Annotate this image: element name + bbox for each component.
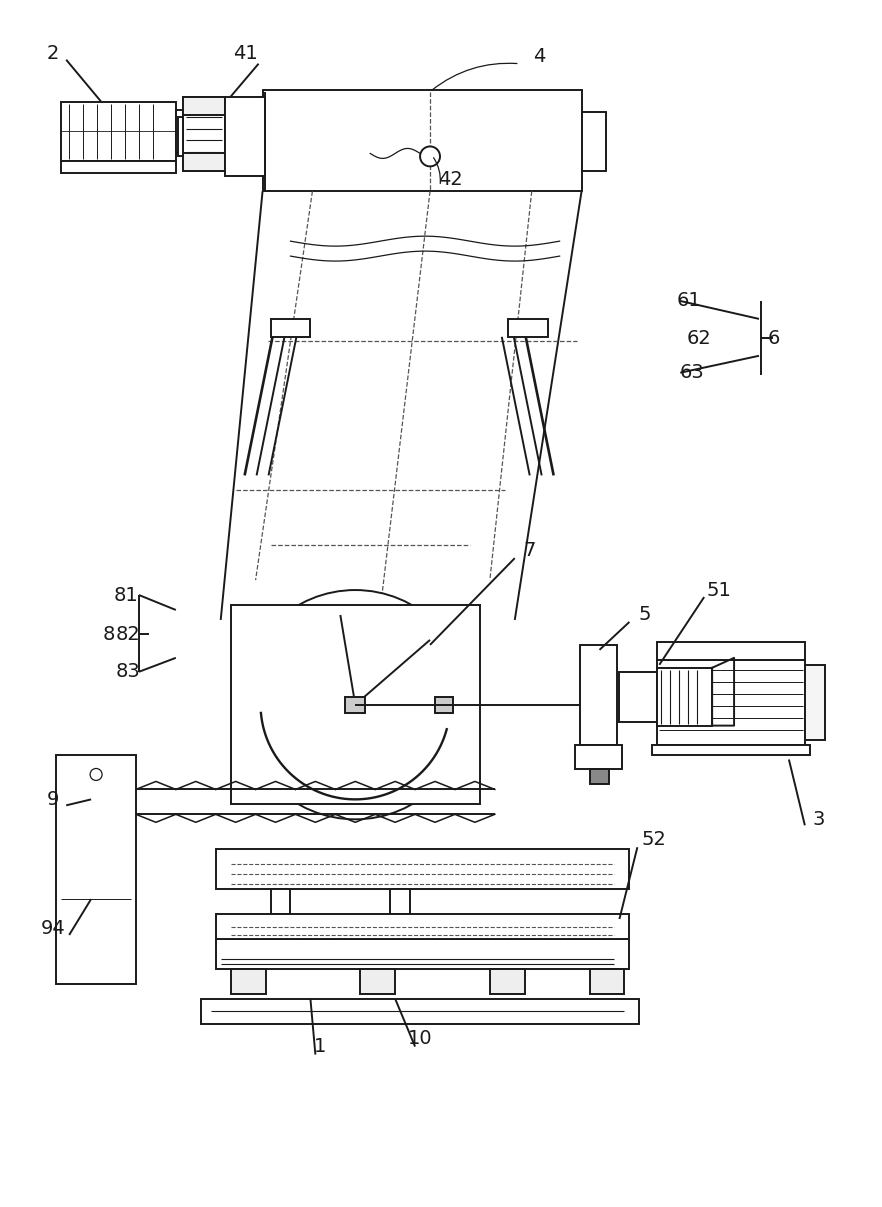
Bar bbox=[508, 319, 548, 337]
Bar bbox=[183, 153, 225, 171]
Bar bbox=[657, 660, 805, 745]
Text: 61: 61 bbox=[676, 291, 701, 310]
Bar bbox=[581, 111, 607, 171]
Circle shape bbox=[90, 769, 102, 781]
Bar bbox=[435, 696, 453, 712]
Bar bbox=[271, 319, 310, 337]
Bar bbox=[657, 667, 712, 725]
Text: 3: 3 bbox=[812, 810, 825, 829]
Bar bbox=[231, 605, 480, 804]
Bar bbox=[61, 101, 176, 162]
Bar bbox=[56, 754, 136, 984]
Text: 63: 63 bbox=[680, 363, 705, 383]
Text: 82: 82 bbox=[116, 625, 140, 645]
Bar bbox=[360, 969, 395, 993]
Bar bbox=[263, 89, 581, 191]
Bar bbox=[216, 939, 630, 969]
Text: 10: 10 bbox=[407, 1030, 432, 1048]
Bar bbox=[201, 998, 639, 1024]
Bar bbox=[271, 890, 290, 914]
Bar bbox=[178, 117, 183, 157]
Text: 42: 42 bbox=[437, 170, 462, 188]
Bar bbox=[574, 745, 623, 770]
Bar bbox=[183, 97, 225, 171]
Bar bbox=[216, 914, 630, 939]
Text: 9: 9 bbox=[47, 789, 59, 809]
Text: 4: 4 bbox=[534, 47, 546, 66]
Bar bbox=[61, 162, 176, 174]
Text: 52: 52 bbox=[642, 829, 667, 849]
Text: 94: 94 bbox=[41, 920, 65, 939]
Bar bbox=[225, 97, 265, 176]
Text: 62: 62 bbox=[687, 330, 712, 349]
Text: 2: 2 bbox=[47, 45, 59, 63]
Circle shape bbox=[241, 590, 470, 820]
Text: 6: 6 bbox=[767, 330, 781, 349]
Bar bbox=[345, 696, 365, 712]
Text: 8: 8 bbox=[103, 625, 116, 645]
Bar bbox=[176, 110, 194, 153]
Text: 1: 1 bbox=[314, 1037, 326, 1056]
Bar bbox=[653, 745, 810, 754]
Bar bbox=[589, 770, 609, 785]
Polygon shape bbox=[712, 658, 734, 725]
Bar bbox=[216, 850, 630, 890]
Text: 41: 41 bbox=[233, 45, 258, 63]
Bar bbox=[657, 642, 805, 660]
Text: 81: 81 bbox=[114, 585, 138, 605]
Bar bbox=[619, 672, 657, 722]
Circle shape bbox=[420, 146, 440, 167]
Bar bbox=[183, 97, 225, 115]
Circle shape bbox=[349, 699, 362, 711]
Bar bbox=[490, 969, 525, 993]
Text: 83: 83 bbox=[116, 663, 140, 681]
Text: 51: 51 bbox=[706, 581, 731, 600]
Bar bbox=[579, 645, 617, 745]
Bar bbox=[805, 665, 825, 740]
Text: 5: 5 bbox=[638, 606, 651, 624]
Bar bbox=[231, 969, 265, 993]
Text: 7: 7 bbox=[524, 541, 536, 560]
Bar bbox=[390, 890, 410, 914]
Bar bbox=[589, 969, 624, 993]
